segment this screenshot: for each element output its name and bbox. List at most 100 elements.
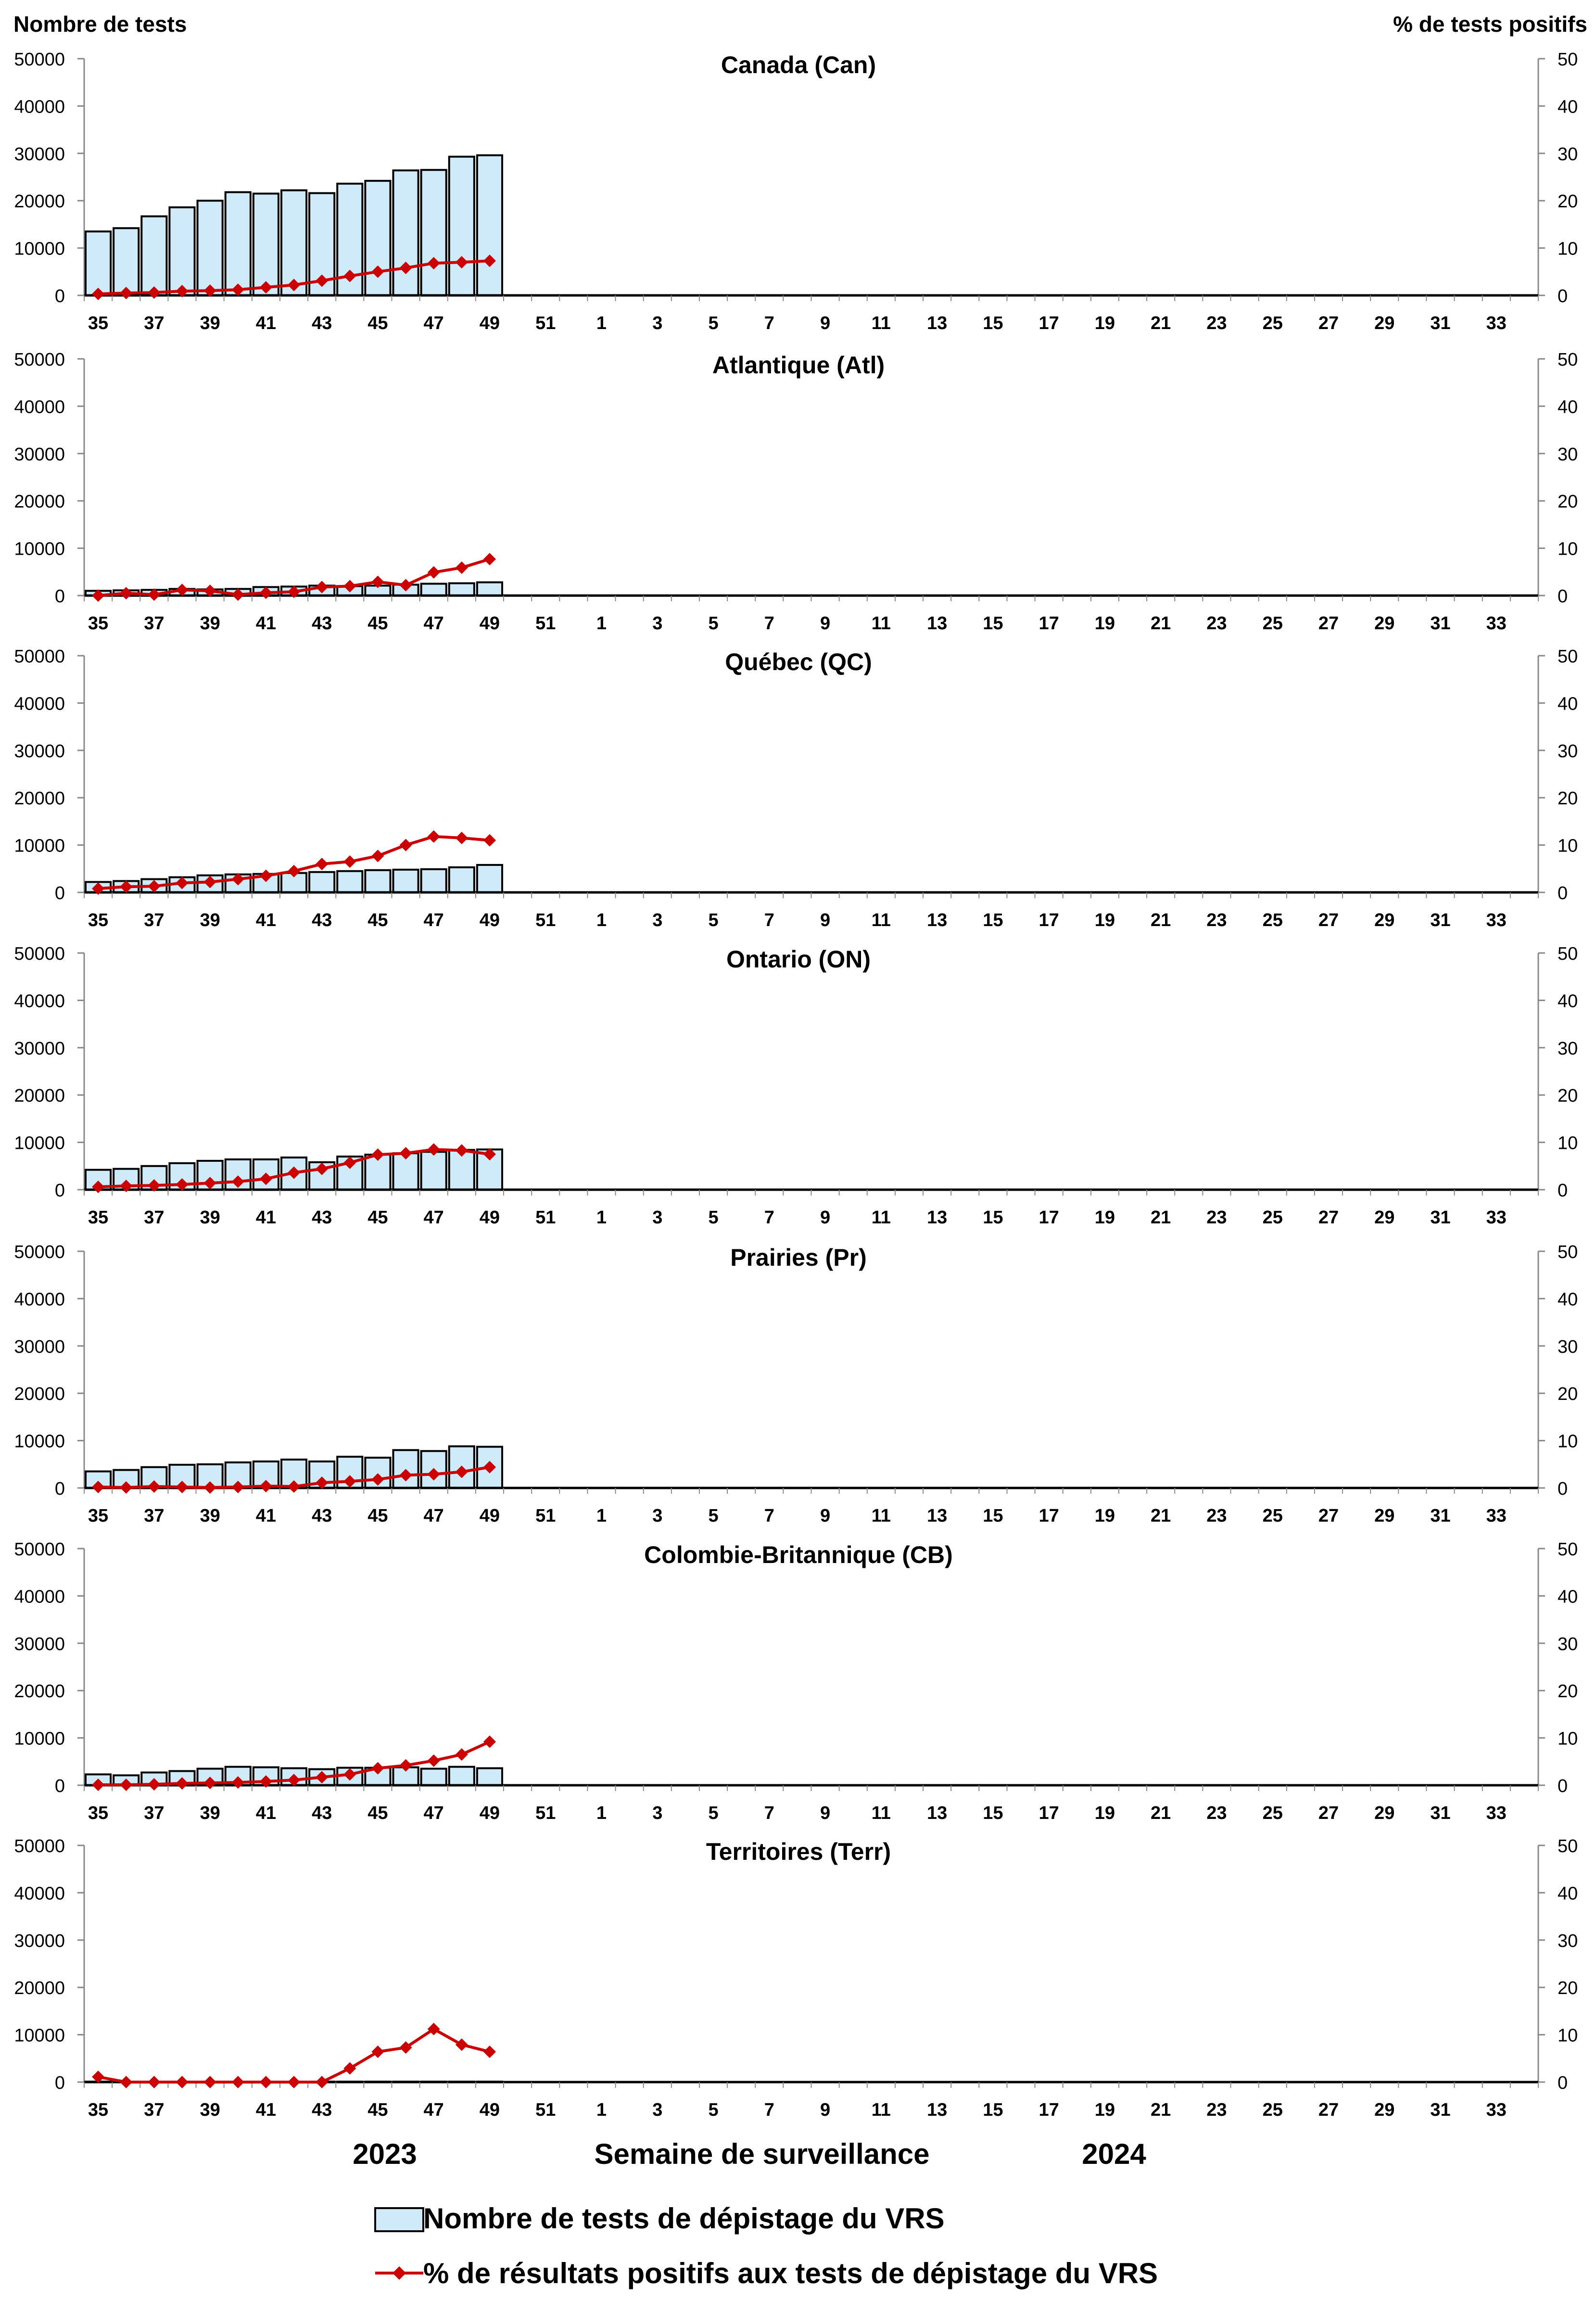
- x-tick-label: 41: [256, 313, 276, 333]
- x-tick-label: 45: [367, 2100, 388, 2120]
- right-tick-label: 30: [1558, 1337, 1578, 1357]
- x-axis-title: Semaine de surveillance: [594, 2138, 929, 2170]
- bar: [364, 179, 392, 297]
- x-tick-label: 37: [144, 2100, 164, 2120]
- left-tick-label: 30000: [14, 144, 65, 165]
- x-tick-label: 35: [88, 1506, 108, 1526]
- x-tick-label: 23: [1206, 1803, 1227, 1823]
- right-tick-label: 0: [1558, 1479, 1568, 1499]
- x-tick-label: 13: [927, 1506, 947, 1526]
- pct-positive-marker: [316, 1162, 329, 1175]
- x-tick-label: 23: [1206, 1506, 1227, 1526]
- pct-positive-marker: [176, 1481, 189, 1494]
- x-tick-label: 39: [200, 1803, 220, 1823]
- pct-positive-marker: [455, 256, 468, 269]
- pct-positive-marker: [316, 2076, 329, 2088]
- x-tick-label: 29: [1374, 1506, 1394, 1526]
- pct-positive-marker: [455, 1748, 468, 1761]
- x-tick-label: 39: [200, 2100, 220, 2120]
- pct-positive-marker: [176, 877, 189, 890]
- pct-positive-marker: [455, 561, 468, 574]
- pct-positive-marker: [120, 1180, 133, 1193]
- x-tick-label: 3: [652, 613, 662, 634]
- x-tick-label: 17: [1039, 1506, 1059, 1526]
- pct-positive-marker: [148, 1480, 161, 1493]
- x-tick-label: 19: [1095, 1803, 1115, 1823]
- pct-positive-line: [98, 2027, 490, 2084]
- bar: [476, 581, 504, 597]
- bar: [476, 154, 504, 296]
- x-tick-label: 43: [312, 1506, 332, 1526]
- pct-positive-marker: [148, 588, 161, 601]
- right-tick-label: 20: [1558, 191, 1578, 212]
- x-tick-label: 15: [983, 1803, 1003, 1823]
- x-tick-label: 51: [535, 910, 556, 930]
- bar: [392, 868, 419, 893]
- x-tick-label: 15: [983, 1207, 1003, 1228]
- pct-positive-marker: [427, 830, 440, 843]
- x-tick-label: 27: [1318, 1207, 1339, 1228]
- x-tick-label: 1: [596, 2100, 607, 2120]
- x-tick-label: 47: [424, 1207, 444, 1228]
- x-tick-label: 41: [256, 2100, 276, 2120]
- bar: [252, 192, 279, 296]
- x-tick-label: 15: [983, 313, 1003, 333]
- panel-6: Territoires (Terr) 0 10000 20000 30000 40000 5…: [14, 1836, 1578, 2120]
- pct-positive-marker: [203, 1777, 216, 1790]
- x-tick-label: 13: [927, 313, 947, 333]
- x-tick-label: 43: [312, 910, 332, 930]
- x-tick-label: 15: [983, 613, 1003, 634]
- bar: [420, 583, 447, 597]
- x-tick-label: 15: [983, 2100, 1003, 2120]
- x-tick-label: 5: [708, 2100, 718, 2120]
- left-tick-label: 40000: [14, 97, 65, 117]
- x-tick-label: 1: [596, 910, 607, 930]
- panel-title: Colombie-Britannique (CB): [644, 1541, 953, 1568]
- x-tick-label: 27: [1318, 1506, 1339, 1526]
- x-tick-label: 27: [1318, 1803, 1339, 1823]
- left-tick-label: 30000: [14, 445, 65, 465]
- pct-positive-marker: [176, 2076, 189, 2088]
- left-tick-label: 0: [55, 883, 65, 903]
- left-tick-label: 20000: [14, 1681, 65, 1702]
- pct-positive-marker: [343, 580, 356, 593]
- left-tick-label: 30000: [14, 1931, 65, 1951]
- x-tick-label: 49: [480, 2100, 500, 2120]
- x-tick-label: 29: [1374, 1207, 1394, 1228]
- x-tick-label: 11: [872, 613, 891, 634]
- x-tick-label: 5: [708, 910, 718, 930]
- left-tick-label: 0: [55, 586, 65, 607]
- x-tick-label: 41: [256, 1803, 276, 1823]
- bar: [448, 1766, 475, 1787]
- panel-0: Canada (Can) 0 10000 20000 30000 40000 50000 0 1…: [14, 50, 1578, 333]
- pct-positive-marker: [343, 269, 356, 282]
- left-tick-label: 50000: [14, 944, 65, 964]
- bar: [448, 866, 475, 894]
- x-tick-label: 33: [1486, 910, 1507, 930]
- x-tick-label: 11: [872, 1803, 891, 1823]
- pct-positive-marker: [371, 265, 384, 278]
- pct-positive-marker: [455, 2038, 468, 2051]
- legend: Nombre de tests de dépistage du VRS % de…: [374, 2202, 1158, 2289]
- pct-positive-marker: [120, 2076, 133, 2088]
- x-tick-label: 1: [596, 313, 607, 333]
- left-tick-label: 0: [55, 2073, 65, 2093]
- x-tick-label: 31: [1430, 2100, 1450, 2120]
- x-tick-label: 43: [312, 2100, 332, 2120]
- x-tick-label: 17: [1039, 613, 1059, 634]
- pct-positive-marker: [203, 1481, 216, 1494]
- bar: [308, 871, 336, 893]
- pct-positive-marker: [231, 1481, 244, 1494]
- left-axis-title: Nombre de tests: [13, 12, 187, 37]
- pct-positive-marker: [231, 1175, 244, 1188]
- x-tick-label: 13: [927, 910, 947, 930]
- x-tick-label: 49: [480, 313, 500, 333]
- pct-positive-marker: [288, 1774, 301, 1787]
- right-tick-label: 0: [1558, 883, 1568, 903]
- right-tick-label: 40: [1558, 1883, 1578, 1904]
- bar: [196, 200, 224, 297]
- pct-positive-marker: [176, 1777, 189, 1790]
- x-tick-label: 13: [927, 1207, 947, 1228]
- x-tick-label: 15: [983, 910, 1003, 930]
- right-tick-label: 0: [1558, 1181, 1568, 1201]
